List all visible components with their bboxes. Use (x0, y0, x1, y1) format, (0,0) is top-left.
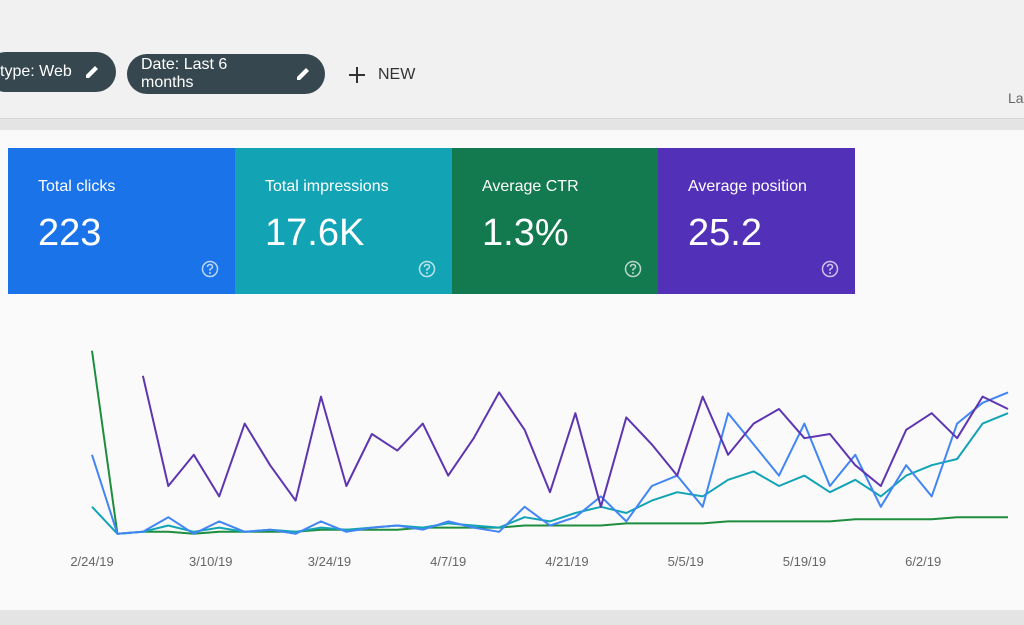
metric-value: 17.6K (265, 212, 365, 254)
chip-label: Date: Last 6 months (141, 56, 228, 91)
filter-chip[interactable]: Date: Last 6 months (127, 54, 325, 94)
new-label: NEW (378, 66, 416, 83)
metric-card[interactable]: Total impressions 17.6K (235, 148, 452, 294)
metric-card[interactable]: Average CTR 1.3% (452, 148, 658, 294)
x-tick-label: 5/19/19 (783, 554, 826, 569)
series-line (91, 412, 1009, 535)
help-icon[interactable] (624, 260, 642, 278)
series-line (91, 391, 1009, 535)
series-line (91, 350, 1008, 535)
top-bar: type: Web Date: Last 6 months NEW La (0, 0, 1024, 119)
help-icon[interactable] (201, 260, 219, 278)
new-button[interactable]: NEW (348, 66, 415, 84)
x-tick-label: 6/2/19 (905, 554, 941, 569)
x-tick-label: 4/7/19 (430, 554, 466, 569)
chip-label: type: Web (0, 63, 72, 80)
x-tick-label: 3/10/19 (189, 554, 232, 569)
series-line (141, 375, 1009, 508)
metric-card[interactable]: Total clicks 223 (8, 148, 235, 294)
help-icon[interactable] (821, 260, 839, 278)
metric-label: Average CTR (482, 178, 579, 195)
metric-value: 25.2 (688, 212, 762, 254)
metric-card[interactable]: Average position 25.2 (658, 148, 855, 294)
edit-icon (297, 68, 310, 80)
x-tick-label: 2/24/19 (70, 554, 113, 569)
x-tick-label: 5/5/19 (668, 554, 704, 569)
x-tick-label: 3/24/19 (308, 554, 351, 569)
help-icon[interactable] (418, 260, 436, 278)
edit-icon (85, 66, 98, 78)
x-tick-label: 4/21/19 (545, 554, 588, 569)
metric-label: Total clicks (38, 178, 116, 195)
metric-value: 223 (38, 212, 102, 254)
metric-label: Average position (688, 178, 807, 195)
plus-icon (349, 67, 365, 83)
corner-text: La (1008, 90, 1024, 106)
metric-value: 1.3% (482, 212, 569, 254)
filter-chip[interactable]: type: Web (0, 52, 116, 92)
metric-label: Total impressions (265, 178, 389, 195)
